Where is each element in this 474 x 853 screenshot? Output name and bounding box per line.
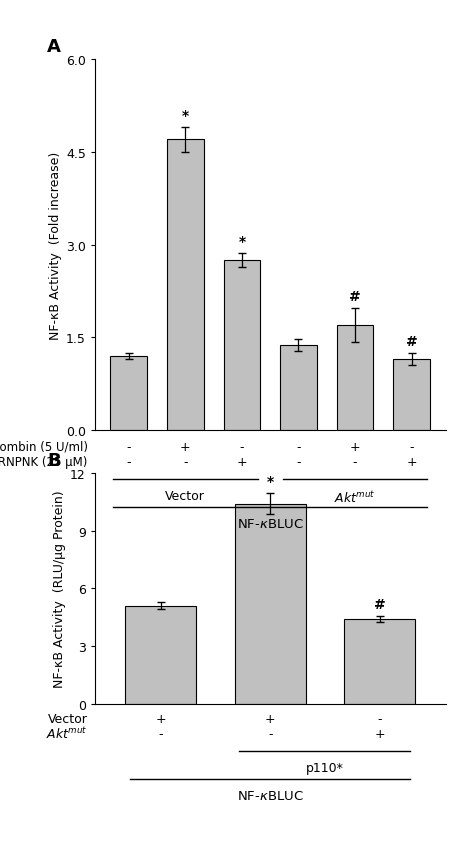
Text: NF-$\kappa$BLUC: NF-$\kappa$BLUC (237, 789, 304, 802)
Text: #: # (374, 598, 386, 612)
Text: -: - (296, 440, 301, 454)
Text: *: * (266, 475, 274, 489)
Bar (393, 360, 430, 431)
Text: -: - (268, 727, 273, 740)
Text: +: + (265, 712, 275, 726)
Text: -: - (127, 440, 131, 454)
Text: Vector: Vector (48, 712, 88, 726)
Text: -: - (240, 440, 244, 454)
Text: -: - (296, 456, 301, 469)
Bar (337, 326, 374, 431)
Text: +: + (237, 456, 247, 469)
Bar (344, 619, 415, 704)
Text: *: * (238, 235, 246, 248)
Text: +: + (180, 440, 191, 454)
Bar (235, 504, 306, 704)
Text: NF-$\kappa$BLUC: NF-$\kappa$BLUC (237, 518, 304, 531)
Text: B: B (47, 451, 61, 469)
Text: -: - (378, 712, 382, 726)
Text: -: - (410, 440, 414, 454)
Text: *: * (182, 109, 189, 123)
Text: Vector: Vector (165, 490, 205, 502)
Text: +: + (374, 727, 385, 740)
Bar (224, 261, 260, 431)
Y-axis label: NF-κB Activity  (Fold increase): NF-κB Activity (Fold increase) (49, 151, 62, 339)
Text: TFLLRNPNK (25 μM): TFLLRNPNK (25 μM) (0, 456, 88, 469)
Text: p110*: p110* (306, 761, 344, 774)
Bar (125, 606, 196, 704)
Bar (280, 345, 317, 431)
Text: Akt$^{mut}$: Akt$^{mut}$ (335, 490, 376, 505)
Text: +: + (350, 440, 360, 454)
Text: +: + (155, 712, 166, 726)
Text: #: # (406, 334, 418, 349)
Bar (110, 357, 147, 431)
Text: -: - (158, 727, 163, 740)
Y-axis label: NF-κB Activity  (RLU/μg Protein): NF-κB Activity (RLU/μg Protein) (53, 490, 66, 688)
Text: -: - (183, 456, 188, 469)
Bar (167, 140, 204, 431)
Text: A: A (47, 38, 61, 55)
Text: #: # (349, 289, 361, 304)
Text: Akt$^{mut}$: Akt$^{mut}$ (46, 726, 88, 741)
Text: -: - (127, 456, 131, 469)
Text: Thrombin (5 U/ml): Thrombin (5 U/ml) (0, 440, 88, 454)
Text: +: + (406, 456, 417, 469)
Text: -: - (353, 456, 357, 469)
